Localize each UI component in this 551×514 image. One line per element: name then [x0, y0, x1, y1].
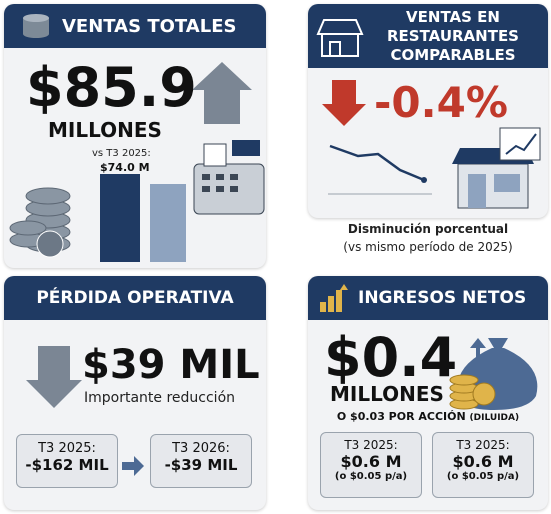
card: VENTAS TOTALES $85.9 MILLONES vs T3 2025… [4, 4, 266, 268]
card: INGRESOS NETOS $0.4 MILLONES O $0.03 POR… [308, 276, 548, 510]
comparison-box: T3 2025: -$162 MIL [16, 434, 118, 488]
note: (vs mismo período de 2025) [343, 240, 513, 254]
headline-value: -0.4% [374, 78, 508, 127]
headline-value: $39 MIL [82, 342, 260, 388]
box-note: (o $0.05 p/a) [446, 471, 520, 482]
headline-value: $85.9 [26, 56, 197, 119]
comparison-box: T3 2026: -$39 MIL [150, 434, 252, 488]
note-text: O $0.03 POR ACCIÓN [336, 410, 466, 423]
comparison-box: T3 2025: $0.6 M (o $0.05 p/a) [432, 432, 534, 498]
comparison-label: vs T3 2025: [92, 148, 151, 159]
box-label: T3 2025: [38, 441, 96, 456]
note-suffix: (DILUIDA) [469, 413, 520, 423]
card-title: PÉRDIDA OPERATIVA [4, 276, 266, 320]
box-value: $0.6 M [340, 452, 402, 471]
box-label: T3 2025: [456, 438, 510, 452]
box-value: $0.6 M [452, 452, 514, 471]
box-note: (o $0.05 p/a) [334, 471, 408, 482]
headline-value: $0.4 [324, 326, 458, 389]
box-value: -$162 MIL [25, 456, 109, 474]
box-label: T3 2026: [172, 441, 230, 456]
icons [320, 284, 538, 410]
icons [316, 19, 541, 209]
card: PÉRDIDA OPERATIVA $39 MIL Importante red… [4, 276, 266, 510]
icons [9, 14, 265, 262]
icons [26, 346, 144, 476]
box-value: -$39 MIL [164, 456, 238, 474]
comparison-box: T3 2025: $0.6 M (o $0.05 p/a) [320, 432, 422, 498]
unit: MILLONES [48, 118, 162, 142]
unit: MILLONES [330, 382, 444, 406]
card: VENTAS EN RESTAURANTES COMPARABLES -0.4% [308, 4, 548, 218]
card-title: VENTAS EN RESTAURANTES COMPARABLES [308, 4, 548, 68]
note: O $0.03 POR ACCIÓN (DILUIDA) [308, 410, 548, 423]
comparison-value: $74.0 M [100, 161, 150, 174]
box-label: T3 2025: [344, 438, 398, 452]
caption: Importante reducción [84, 390, 236, 406]
card-title: INGRESOS NETOS [308, 276, 548, 320]
caption: Disminución porcentual [347, 222, 509, 236]
